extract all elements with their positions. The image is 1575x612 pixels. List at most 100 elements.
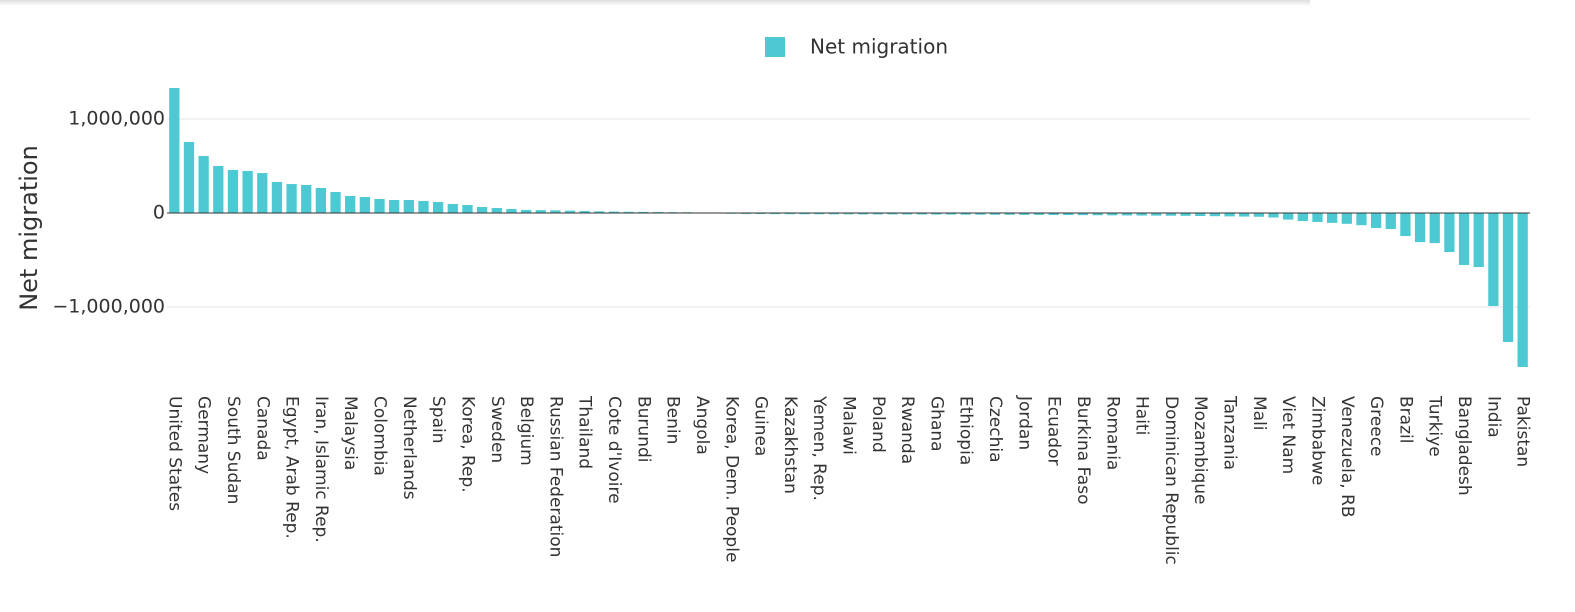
bar bbox=[1239, 213, 1250, 217]
x-tick-label: Ecuador bbox=[1044, 396, 1064, 465]
bar bbox=[931, 213, 942, 215]
bar bbox=[242, 170, 253, 213]
legend-label[interactable]: Net migration bbox=[810, 35, 948, 59]
bar bbox=[550, 210, 561, 213]
bar bbox=[1414, 213, 1426, 243]
bar bbox=[858, 213, 869, 215]
bar bbox=[345, 195, 356, 213]
x-tick-label: Spain bbox=[428, 396, 448, 444]
x-tick-label: Mozambique bbox=[1190, 396, 1210, 505]
bar bbox=[1488, 213, 1499, 307]
bar bbox=[623, 211, 634, 213]
bar bbox=[1165, 213, 1177, 216]
bar bbox=[213, 166, 224, 213]
bar bbox=[887, 213, 898, 215]
bar bbox=[227, 170, 239, 213]
bar bbox=[1517, 213, 1528, 367]
bar bbox=[564, 210, 576, 213]
bar bbox=[1151, 213, 1162, 216]
bar bbox=[1444, 213, 1455, 253]
x-tick-label: Guinea bbox=[751, 396, 771, 456]
y-axis-title: Net migration bbox=[15, 145, 43, 311]
x-tick-label: Netherlands bbox=[399, 396, 419, 500]
x-tick-label: Cote d'Ivoire bbox=[604, 396, 624, 504]
x-tick-label: United States bbox=[164, 396, 184, 511]
bar bbox=[506, 208, 517, 213]
bar bbox=[1121, 213, 1133, 216]
x-tick-label: Greece bbox=[1366, 396, 1386, 457]
bar bbox=[359, 197, 370, 213]
bar bbox=[403, 200, 414, 213]
bar bbox=[1458, 213, 1470, 265]
bar bbox=[901, 213, 913, 215]
bar bbox=[989, 213, 1001, 215]
x-tick-label: India bbox=[1483, 396, 1503, 438]
bar bbox=[447, 203, 458, 213]
bar bbox=[1312, 213, 1323, 222]
x-tick-label: Yemen, Rep. bbox=[809, 395, 829, 501]
bar bbox=[1224, 213, 1235, 217]
bar bbox=[1283, 213, 1294, 220]
bar bbox=[799, 213, 810, 215]
bar bbox=[374, 198, 385, 213]
bar bbox=[828, 213, 839, 215]
x-tick-label: Venezuela, RB bbox=[1337, 396, 1357, 518]
bar bbox=[1107, 213, 1118, 216]
bar bbox=[1327, 213, 1338, 223]
x-tick-label: Zimbabwe bbox=[1307, 396, 1327, 485]
x-tick-label: Pakistan bbox=[1513, 396, 1533, 467]
bar bbox=[1019, 213, 1030, 215]
x-tick-label: Burundi bbox=[633, 396, 653, 463]
bar bbox=[169, 87, 180, 213]
bar bbox=[755, 213, 766, 215]
y-tick-label: −1,000,000 bbox=[52, 296, 165, 318]
x-tick-label: Thailand bbox=[575, 395, 595, 469]
x-tick-label: Burkina Faso bbox=[1073, 396, 1093, 504]
bar bbox=[770, 213, 781, 215]
bar bbox=[1033, 213, 1045, 215]
bar bbox=[814, 213, 825, 215]
bar bbox=[433, 202, 444, 213]
bar bbox=[1268, 213, 1279, 218]
x-tick-label: Angola bbox=[692, 396, 712, 455]
bar bbox=[1400, 213, 1411, 237]
x-tick-label: Viet Nam bbox=[1278, 396, 1298, 474]
bar bbox=[1473, 213, 1484, 268]
x-tick-label: Poland bbox=[868, 396, 888, 453]
bar bbox=[945, 213, 957, 215]
bar bbox=[198, 156, 209, 213]
x-tick-label: Colombia bbox=[370, 396, 390, 476]
x-tick-label: Malaysia bbox=[340, 396, 360, 470]
x-tick-label: Dominican Republic bbox=[1161, 396, 1181, 565]
bar bbox=[1048, 213, 1059, 215]
bar bbox=[315, 187, 327, 213]
bar bbox=[960, 213, 971, 215]
x-tick-label: Jordan bbox=[1014, 395, 1034, 450]
bar bbox=[784, 213, 796, 215]
x-tick-label: Kazakhstan bbox=[780, 396, 800, 494]
bar bbox=[1341, 213, 1352, 224]
legend-swatch[interactable] bbox=[765, 37, 785, 57]
bar bbox=[535, 210, 546, 213]
bar bbox=[1004, 213, 1015, 215]
bar bbox=[462, 205, 473, 213]
bar bbox=[271, 181, 283, 213]
bar bbox=[1502, 213, 1514, 342]
x-tick-label: Haiti bbox=[1132, 396, 1152, 435]
x-tick-label: Iran, Islamic Rep. bbox=[311, 396, 331, 543]
x-tick-label: Brazil bbox=[1395, 396, 1415, 443]
x-tick-label: Mali bbox=[1249, 396, 1269, 431]
x-tick-label: Korea, Dem. People bbox=[721, 396, 741, 562]
bar bbox=[1429, 213, 1440, 244]
bar bbox=[1209, 213, 1221, 217]
bar bbox=[843, 213, 854, 215]
x-tick-label: South Sudan bbox=[223, 396, 243, 504]
x-tick-label: Czechia bbox=[985, 396, 1005, 463]
bar bbox=[183, 142, 195, 213]
x-tick-label: Ghana bbox=[926, 396, 946, 452]
bar bbox=[1136, 213, 1147, 216]
bar bbox=[301, 184, 312, 213]
bar bbox=[1385, 213, 1396, 229]
bar bbox=[1063, 213, 1074, 216]
